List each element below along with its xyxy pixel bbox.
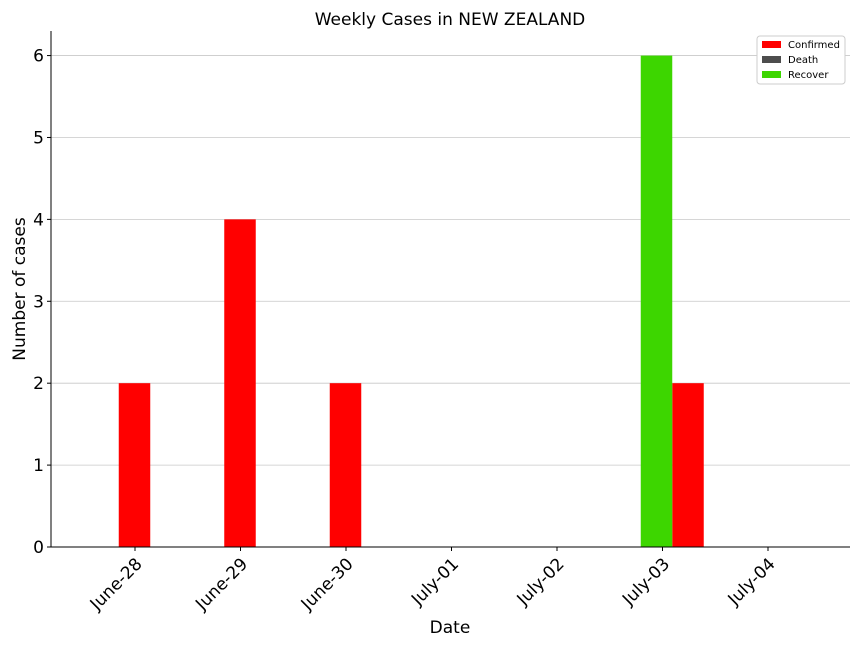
y-tick-label: 2 (33, 374, 44, 394)
x-tick-label: June-30 (297, 554, 358, 615)
x-axis-label: Date (430, 618, 471, 638)
y-axis-label: Number of cases (10, 217, 30, 361)
bar-confirmed-june-29 (224, 219, 256, 547)
x-tick-label: July-02 (513, 554, 569, 610)
legend-label-recover: Recover (788, 70, 829, 81)
bar-recover-july-03 (640, 55, 673, 547)
y-tick-label: 3 (33, 292, 44, 312)
y-tick-label: 6 (33, 47, 44, 67)
legend-label-confirmed: Confirmed (788, 40, 840, 51)
y-tick-label: 4 (33, 210, 44, 230)
y-tick-label: 0 (33, 538, 44, 558)
x-tick-label: July-03 (618, 554, 674, 610)
legend: Confirmed Death Recover (756, 35, 846, 85)
bar-confirmed-june-30 (329, 383, 362, 547)
y-axis-ticks: 0 1 2 3 4 5 6 (33, 47, 51, 558)
bar-confirmed-july-03 (672, 383, 704, 547)
grid-lines (51, 55, 850, 466)
x-tick-label: July-04 (724, 554, 780, 610)
y-tick-label: 1 (33, 456, 44, 476)
x-tick-label: June-28 (86, 554, 147, 615)
chart-title: Weekly Cases in NEW ZEALAND (315, 10, 586, 30)
x-axis-ticks: June-28 June-29 June-30 July-01 July-02 July-… (86, 547, 780, 615)
bars (118, 55, 704, 547)
legend-swatch-recover (762, 71, 781, 78)
bar-confirmed-june-28 (118, 383, 151, 547)
legend-label-death: Death (788, 55, 818, 66)
legend-swatch-confirmed (762, 41, 781, 48)
y-tick-label: 5 (33, 128, 44, 148)
legend-swatch-death (762, 56, 781, 63)
x-tick-label: July-01 (407, 554, 463, 610)
x-tick-label: June-29 (191, 554, 252, 615)
